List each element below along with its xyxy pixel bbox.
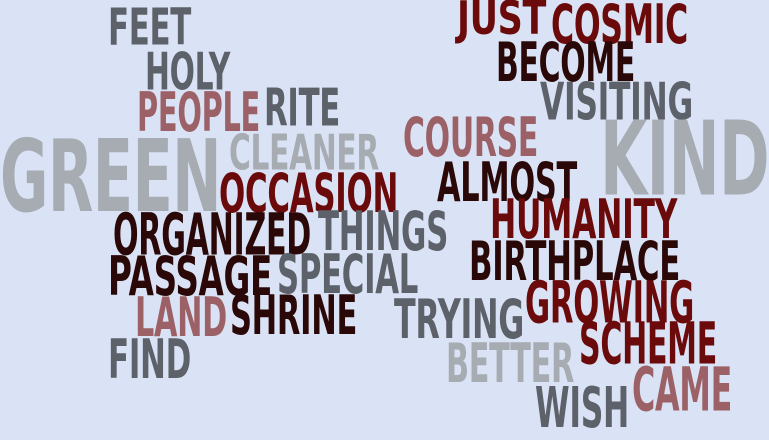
word-just: JUST [457, 0, 546, 45]
word-holy: HOLY [145, 41, 230, 103]
word-people: PEOPLE [137, 79, 260, 144]
word-land: LAND [135, 284, 227, 349]
word-occasion: OCCASION [219, 160, 398, 225]
word-came: CAME [632, 354, 732, 426]
word-passage: PASSAGE [108, 243, 272, 308]
word-things: THINGS [318, 198, 448, 263]
word-find: FIND [108, 326, 191, 391]
word-kind: KIND [600, 98, 769, 220]
word-organized: ORGANIZED [113, 201, 311, 269]
word-green: GREEN [0, 117, 222, 235]
word-growing: GROWING [525, 269, 694, 337]
word-visiting: VISITING [540, 71, 693, 133]
word-trying: TRYING [394, 286, 524, 351]
word-better: BETTER [446, 330, 574, 395]
word-scheme: SCHEME [579, 310, 717, 378]
word-course: COURSE [403, 104, 538, 169]
word-become: BECOME [496, 29, 635, 94]
word-rite: RITE [264, 77, 340, 139]
word-wish: WISH [535, 374, 629, 440]
word-feet: FEET [108, 0, 191, 57]
word-cleaner: CLEANER [229, 123, 379, 182]
word-humanity: HUMANITY [490, 186, 677, 251]
word-almost: ALMOST [437, 149, 577, 214]
word-special: SPECIAL [277, 241, 418, 306]
word-cosmic: COSMIC [551, 0, 688, 56]
word-birthplace: BIRTHPLACE [469, 228, 680, 293]
word-shrine: SHRINE [230, 282, 357, 347]
